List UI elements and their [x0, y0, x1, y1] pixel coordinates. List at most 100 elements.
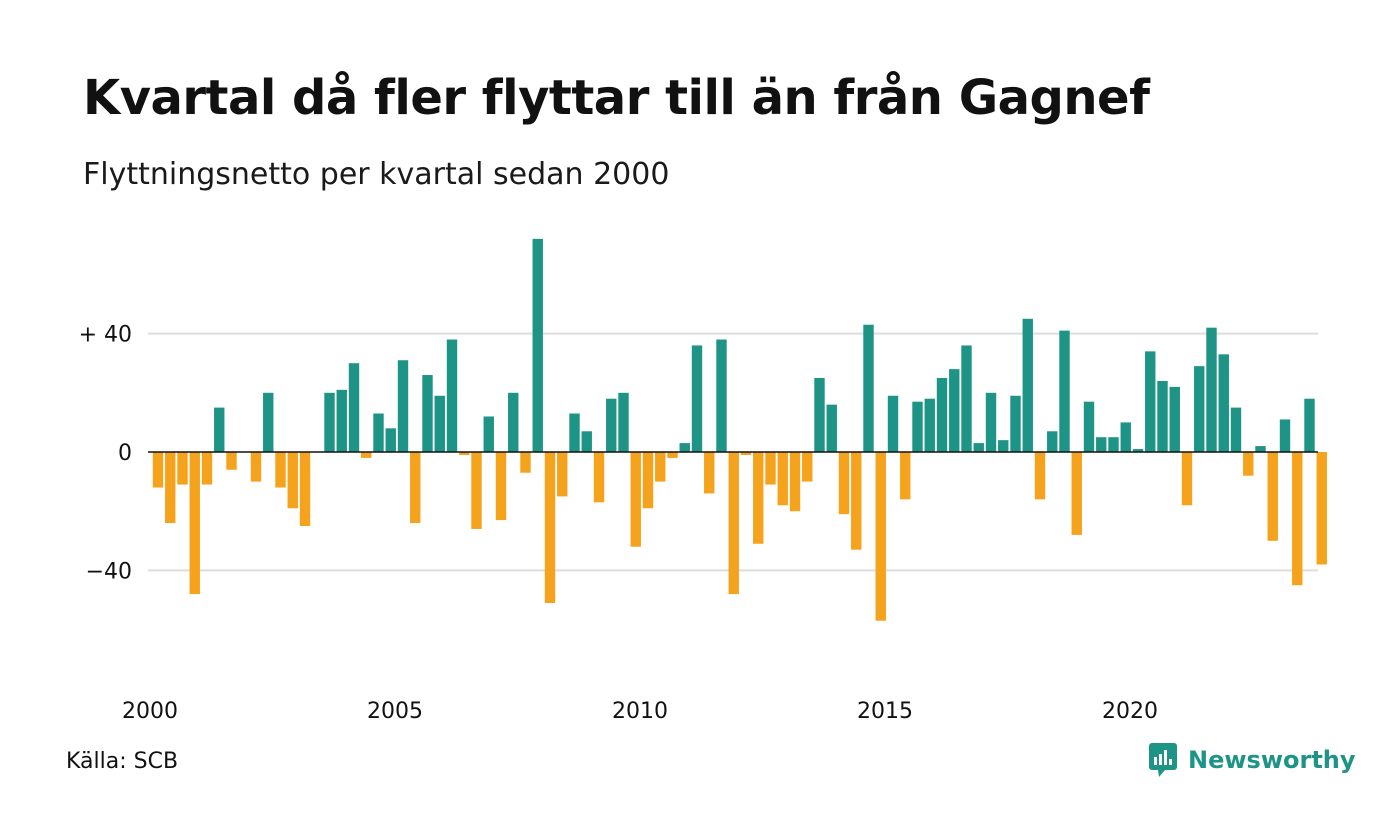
bar-2023-k1 — [1279, 419, 1291, 452]
bar-2019-k3 — [1108, 437, 1119, 452]
x-tick-label: 2015 — [857, 699, 913, 724]
bar-2019-k4 — [1120, 422, 1131, 452]
x-tick-label: 2010 — [612, 699, 668, 724]
bar-2006-k1 — [446, 339, 458, 452]
bar-2008-k2 — [557, 452, 568, 497]
bar-2023-k2 — [1292, 452, 1303, 586]
bar-2003-k1 — [299, 452, 311, 526]
x-tick-label: 2000 — [122, 699, 178, 724]
bar-2012-k2 — [753, 452, 764, 544]
bar-2018-k1 — [1034, 452, 1046, 500]
bar-2007-k4 — [532, 238, 543, 452]
bar-2004-k3 — [373, 413, 384, 452]
bar-2012-k3 — [765, 452, 776, 485]
bar-2009-k1 — [593, 452, 605, 503]
bar-2010-k2 — [655, 452, 666, 482]
bar-2009-k2 — [606, 398, 617, 452]
bar-2002-k1 — [250, 452, 262, 482]
bar-2021-k3 — [1206, 327, 1217, 452]
bar-2006-k4 — [483, 416, 494, 452]
bar-2005-k2 — [410, 452, 421, 524]
bar-2006-k3 — [471, 452, 482, 529]
chart-title: Kvartal då fler flyttar till än från Gag… — [83, 70, 1150, 126]
bar-2004-k1 — [348, 363, 360, 452]
newsworthy-icon — [1149, 743, 1177, 777]
x-tick-label: 2005 — [367, 699, 423, 724]
bar-2013-k2 — [802, 452, 813, 482]
bar-2012-k4 — [777, 452, 788, 506]
bars — [152, 238, 1327, 621]
bar-2023-k3 — [1304, 398, 1315, 452]
bar-2015-k3 — [912, 401, 923, 452]
bar-2011-k3 — [716, 339, 727, 452]
bar-2002-k4 — [287, 452, 298, 509]
bar-2017-k1 — [985, 392, 997, 452]
bar-2000-k2 — [165, 452, 176, 524]
bar-2001-k1 — [201, 452, 213, 485]
bar-2017-k4 — [1022, 318, 1033, 452]
bar-2021-k4 — [1218, 354, 1229, 452]
bar-2020-k1 — [1132, 449, 1144, 452]
bar-2022-k2 — [1243, 452, 1254, 476]
bar-2009-k3 — [618, 392, 629, 452]
bar-2015-k1 — [887, 395, 899, 452]
bar-2000-k3 — [177, 452, 188, 485]
bar-2021-k2 — [1194, 366, 1205, 452]
bar-2019-k2 — [1096, 437, 1107, 452]
bar-2010-k1 — [642, 452, 654, 509]
bar-2010-k4 — [679, 443, 690, 452]
bar-2007-k1 — [495, 452, 507, 521]
bar-2002-k3 — [275, 452, 286, 488]
bar-2004-k2 — [361, 452, 372, 458]
bar-2010-k3 — [667, 452, 678, 458]
bar-2016-k3 — [961, 345, 972, 452]
bar-2020-k3 — [1157, 380, 1168, 452]
bar-2021-k1 — [1181, 452, 1193, 506]
bar-2011-k4 — [728, 452, 739, 595]
bar-2002-k2 — [263, 392, 274, 452]
bar-2023-k4 — [1316, 452, 1327, 565]
bar-2013-k1 — [789, 452, 801, 512]
source-note: Källa: SCB — [66, 749, 179, 774]
y-tick-label: + 40 — [79, 323, 132, 348]
brand-logo: Newsworthy — [1148, 742, 1356, 778]
bar-2001-k2 — [214, 407, 225, 452]
chart-subtitle: Flyttningsnetto per kvartal sedan 2000 — [83, 157, 670, 192]
bar-2003-k4 — [336, 389, 347, 452]
bar-2005-k4 — [434, 395, 445, 452]
bar-2000-k4 — [189, 452, 200, 595]
bar-2006-k2 — [459, 452, 470, 455]
bar-2000-k1 — [152, 452, 164, 488]
bar-2011-k2 — [704, 452, 715, 494]
y-axis-ticks: + 40 0 −40 — [79, 323, 132, 585]
brand-name: Newsworthy — [1188, 746, 1356, 774]
bar-2020-k2 — [1145, 351, 1156, 452]
bar-2014-k4 — [875, 452, 886, 621]
bar-2007-k2 — [508, 392, 519, 452]
bar-2017-k3 — [1010, 395, 1021, 452]
bar-2017-k2 — [998, 440, 1009, 452]
bar-2013-k3 — [814, 378, 825, 452]
bar-2015-k4 — [924, 398, 935, 452]
bar-2012-k1 — [740, 452, 752, 455]
bar-2008-k1 — [544, 452, 556, 603]
bar-2003-k3 — [324, 392, 335, 452]
bar-2013-k4 — [826, 404, 837, 452]
y-tick-label: −40 — [86, 559, 132, 584]
x-axis-ticks: 2000 2005 2010 2015 2020 — [122, 699, 1158, 724]
bar-2018-k2 — [1047, 431, 1058, 452]
bar-2008-k3 — [569, 413, 580, 452]
bar-2011-k1 — [691, 345, 703, 452]
x-tick-label: 2020 — [1102, 699, 1158, 724]
bar-chart: + 40 0 −40 2000 2005 2010 2015 2020 — [79, 238, 1327, 724]
bar-2022-k4 — [1267, 452, 1278, 541]
bar-2008-k4 — [581, 431, 592, 452]
bar-2019-k1 — [1083, 401, 1095, 452]
bar-2005-k3 — [422, 375, 433, 452]
bar-2018-k4 — [1071, 452, 1082, 535]
bar-2016-k1 — [936, 378, 948, 452]
bar-2014-k2 — [851, 452, 862, 550]
bar-2007-k3 — [520, 452, 531, 473]
y-tick-label: 0 — [118, 441, 132, 466]
bar-2009-k4 — [630, 452, 641, 547]
